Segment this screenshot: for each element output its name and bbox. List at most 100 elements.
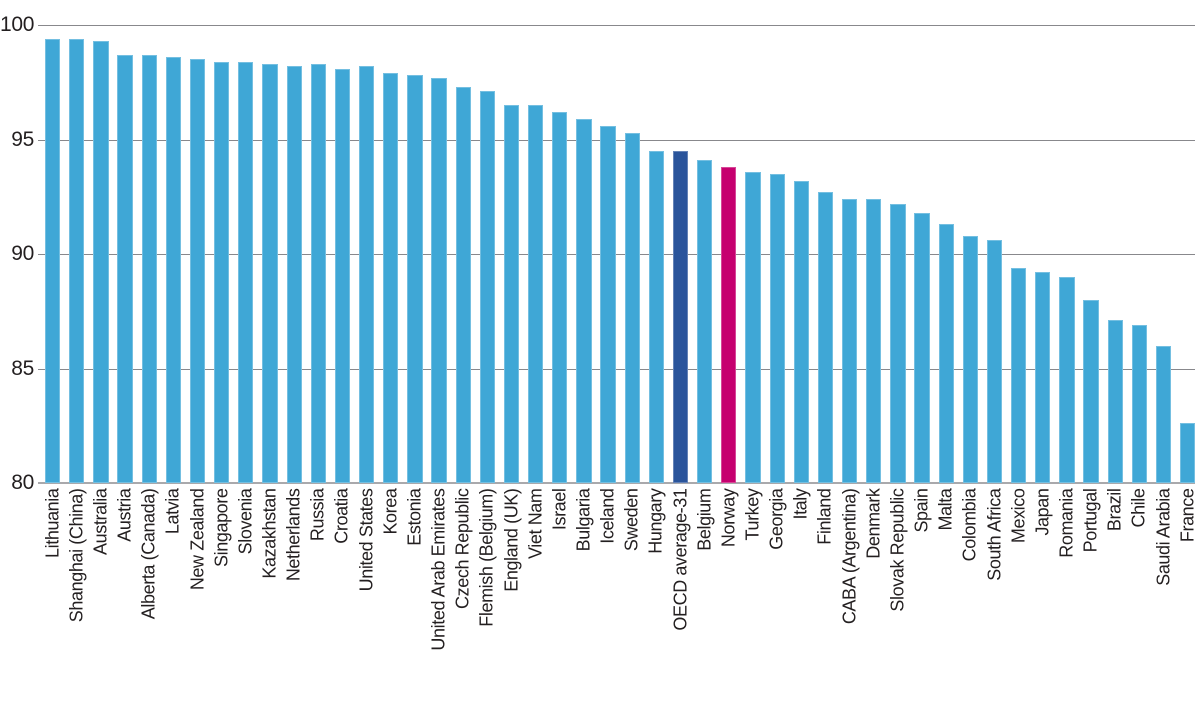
bar-caba-argentina [841, 199, 858, 483]
gridline-80 [38, 482, 1195, 484]
x-label-turkey: Turkey [742, 488, 763, 540]
x-label-saudi-arabia: Saudi Arabia [1153, 488, 1174, 586]
bar-chile [1131, 325, 1148, 483]
x-label-italy: Italy [790, 488, 811, 520]
gridline-85 [38, 368, 1195, 370]
bar-flemish-belgium [479, 91, 495, 483]
bar-saudi-arabia [1155, 345, 1172, 483]
bar-australia [93, 41, 109, 483]
x-label-sweden: Sweden [621, 488, 642, 551]
bar-romania [1059, 276, 1075, 483]
x-label-brazil: Brazil [1104, 488, 1125, 531]
x-label-bulgaria: Bulgaria [573, 488, 594, 551]
x-label-austria: Austria [114, 488, 135, 542]
bar-portugal [1083, 299, 1099, 483]
bar-alberta-canada [141, 54, 157, 483]
x-label-spain: Spain [911, 488, 932, 533]
y-tick-label-95: 95 [11, 127, 34, 151]
x-label-united-states: United States [356, 488, 377, 591]
x-label-estonia: Estonia [404, 488, 425, 546]
x-label-chile: Chile [1128, 488, 1149, 528]
x-label-malta: Malta [935, 488, 956, 531]
x-label-finland: Finland [814, 488, 835, 545]
bar-oecd-average-31 [672, 150, 689, 483]
x-label-oecd-average-31: OECD average-31 [670, 488, 691, 631]
bar-bulgaria [576, 118, 592, 483]
x-label-denmark: Denmark [863, 488, 884, 559]
bar-sweden [624, 132, 640, 483]
x-label-shanghai-china: Shanghai (China) [66, 488, 87, 622]
x-label-netherlands: Netherlands [283, 488, 304, 581]
gridline-90 [38, 254, 1195, 255]
bar-korea [383, 73, 399, 483]
x-label-korea: Korea [380, 488, 401, 535]
bar-slovak-republic [890, 203, 906, 483]
bar-hungary [648, 150, 665, 483]
x-label-south-africa: South Africa [984, 488, 1004, 581]
gridline-100 [38, 25, 1195, 26]
x-label-england-uk: England (UK) [501, 488, 521, 592]
x-label-iceland: Iceland [597, 488, 618, 544]
x-label-colombia: Colombia [959, 488, 980, 561]
bar-england-uk [503, 105, 520, 483]
x-label-united-arab-emirates: United Arab Emirates [428, 488, 449, 651]
bar-italy [793, 180, 809, 483]
bar-turkey [745, 171, 761, 483]
bar-denmark [866, 199, 882, 483]
x-label-caba-argentina: CABA (Argentina) [839, 488, 860, 624]
bar-slovenia [238, 61, 254, 483]
x-label-croatia: Croatia [331, 488, 352, 544]
bar-estonia [407, 75, 423, 483]
y-tick-label-80: 80 [11, 471, 34, 494]
gridline-95 [38, 139, 1195, 141]
bar-kazakhstan [262, 63, 278, 483]
bar-new-zealand [189, 59, 206, 483]
x-label-japan: Japan [1032, 488, 1053, 536]
bar-belgium [697, 160, 713, 483]
bar-norway [721, 166, 737, 483]
bar-israel [552, 112, 568, 483]
x-label-czech-republic: Czech Republic [452, 488, 473, 609]
x-label-kazakhstan: Kazakhstan [259, 488, 280, 579]
bar-singapore [214, 61, 230, 483]
bar-malta [938, 224, 954, 483]
bar-spain [914, 212, 930, 483]
x-label-lithuania: Lithuania [42, 488, 63, 558]
bar-colombia [962, 235, 978, 483]
y-tick-label-90: 90 [11, 242, 34, 265]
x-label-russia: Russia [307, 488, 328, 541]
bar-iceland [600, 125, 616, 483]
bar-netherlands [286, 66, 302, 483]
x-label-portugal: Portugal [1080, 488, 1101, 552]
x-label-slovenia: Slovenia [235, 488, 256, 554]
x-label-new-zealand: New Zealand [187, 488, 208, 590]
x-label-israel: Israel [549, 488, 570, 530]
x-label-hungary: Hungary [645, 488, 666, 554]
bar-south-africa [986, 240, 1003, 483]
x-label-romania: Romania [1056, 488, 1077, 558]
bar-viet-nam [528, 105, 544, 483]
bar-lithuania [45, 38, 61, 483]
bar-latvia [165, 57, 182, 483]
x-label-australia: Australia [90, 488, 111, 555]
bar-japan [1035, 272, 1051, 483]
bar-mexico [1011, 267, 1027, 483]
x-label-flemish-belgium: Flemish (Belgium) [476, 488, 497, 627]
x-label-france: France [1177, 488, 1198, 542]
x-label-belgium: Belgium [694, 488, 715, 551]
bar-croatia [334, 68, 351, 483]
bar-france [1180, 423, 1196, 483]
x-label-norway: Norway [718, 488, 739, 547]
y-tick-label-100: 100 [0, 13, 35, 36]
y-tick-label-85: 85 [11, 356, 34, 380]
bar-united-arab-emirates [431, 77, 447, 483]
plot-area [38, 25, 1196, 484]
bar-brazil [1107, 320, 1123, 483]
x-label-alberta-canada: Alberta (Canada) [138, 488, 159, 619]
x-label-georgia: Georgia [766, 488, 787, 550]
x-label-slovak-republic: Slovak Republic [887, 488, 908, 612]
x-label-viet-nam: Viet Nam [525, 488, 546, 559]
bar-shanghai-china [69, 38, 85, 483]
bar-georgia [769, 173, 785, 483]
